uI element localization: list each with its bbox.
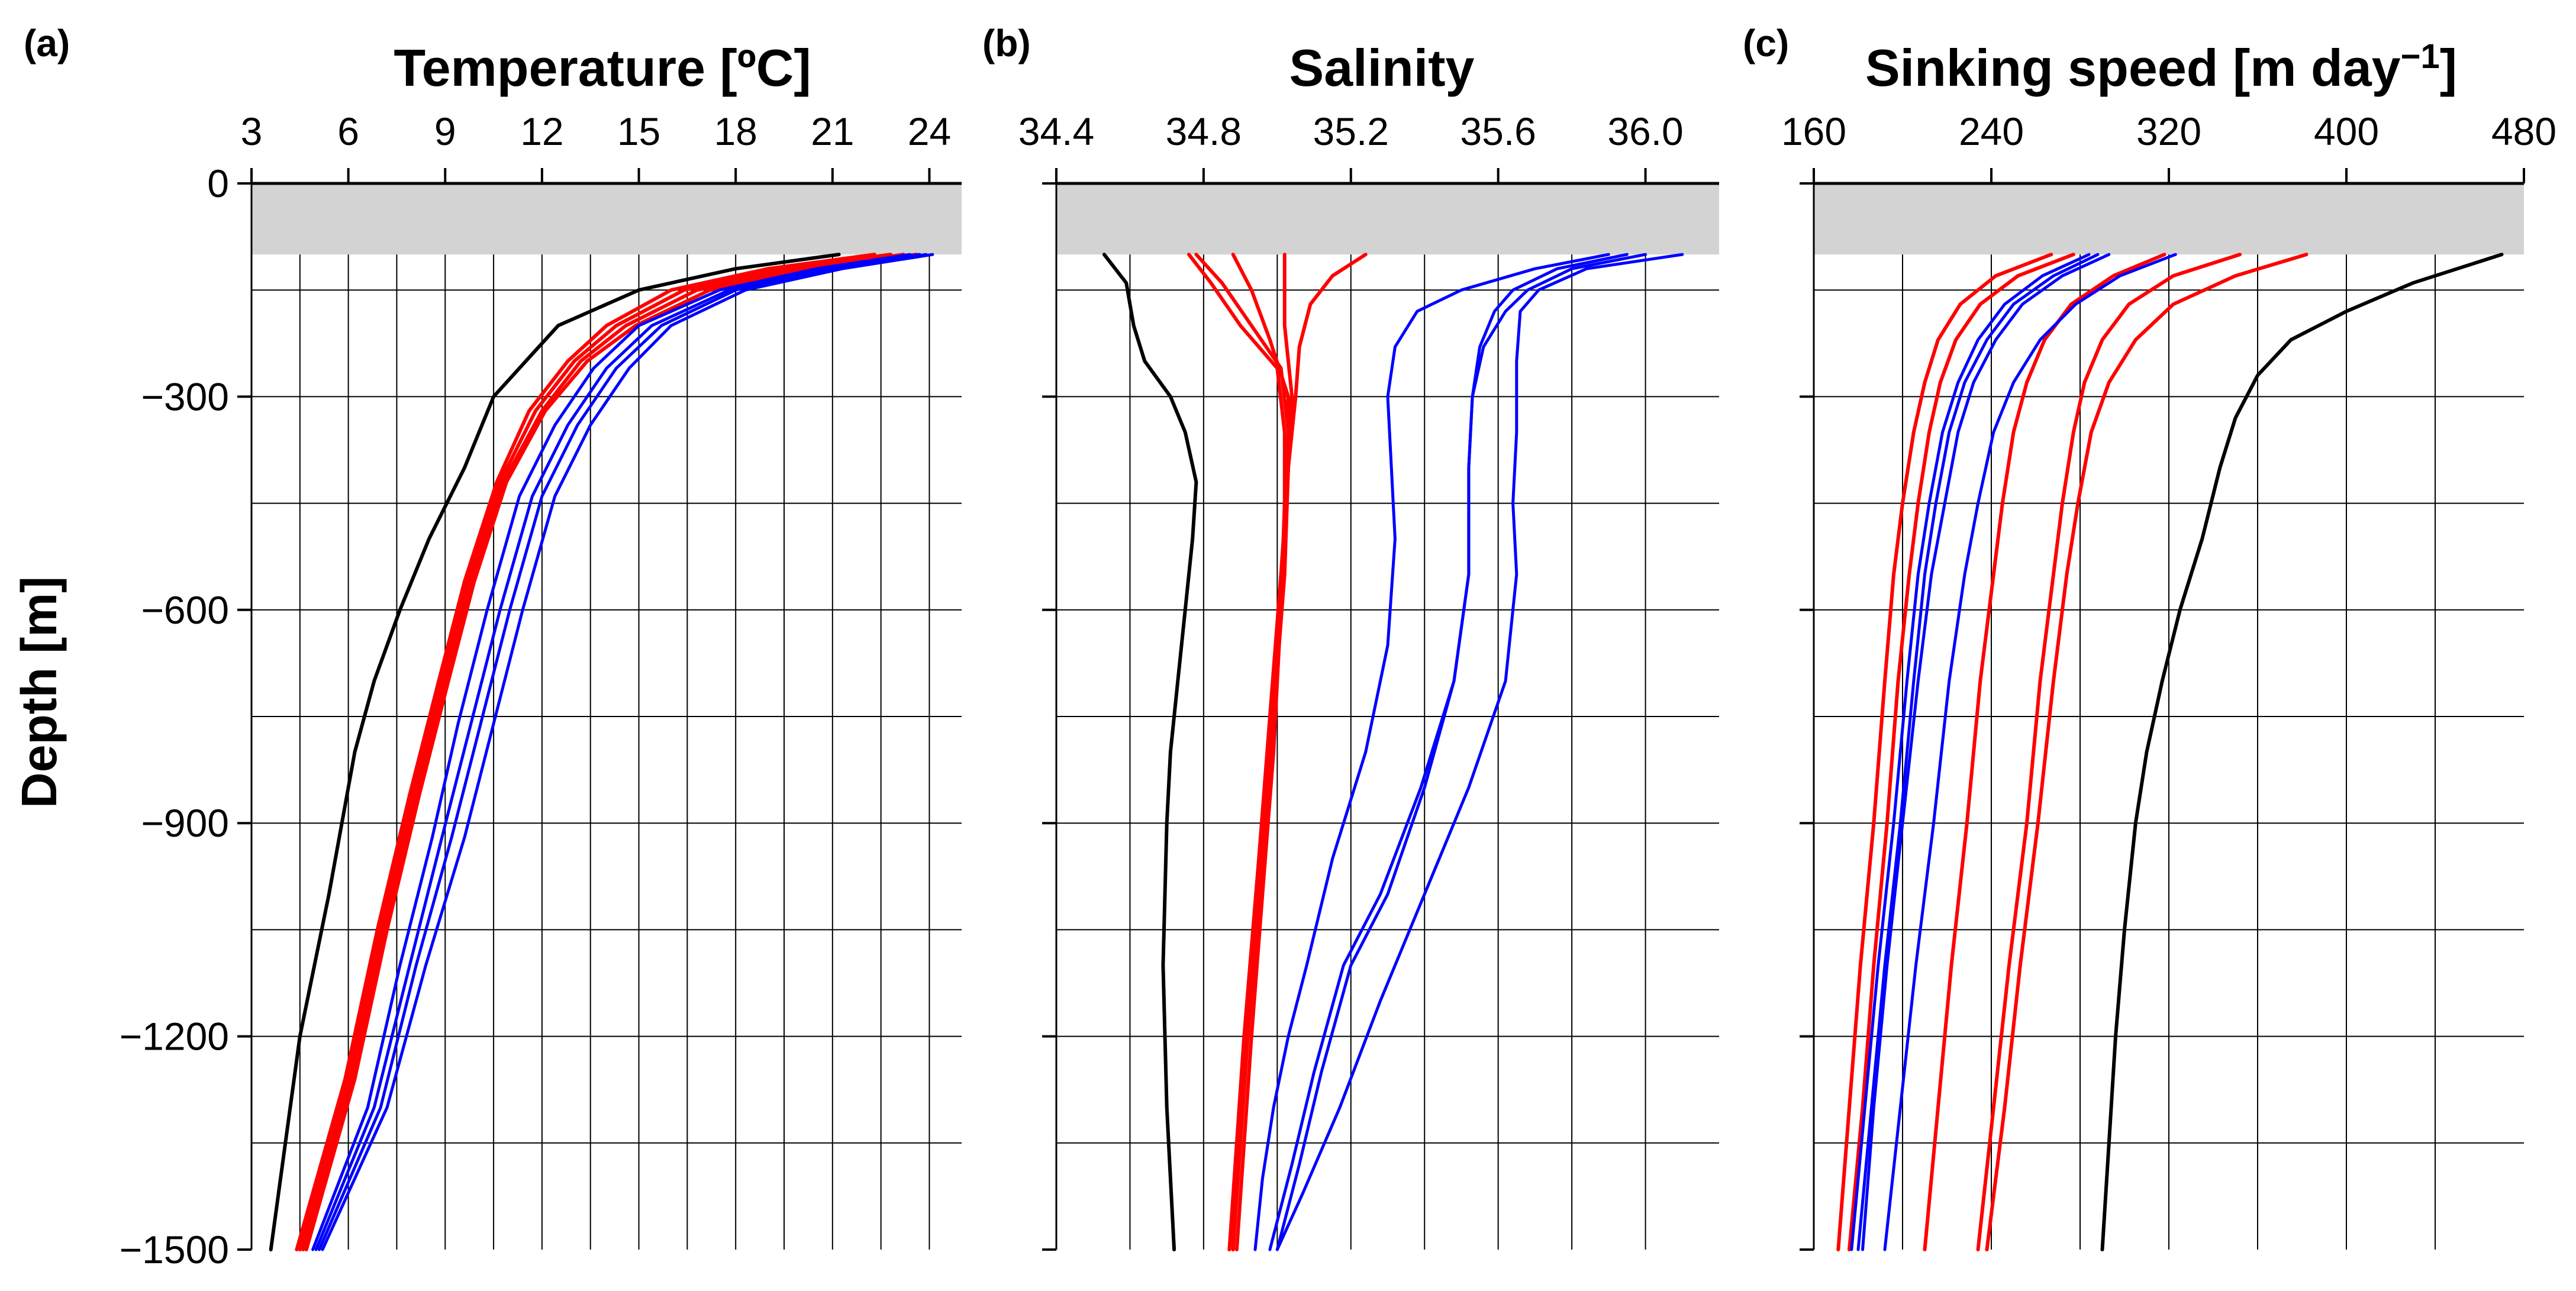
x-tick-label: 6 (337, 109, 359, 153)
panel-c-letter: (c) (1743, 22, 1789, 64)
panel-a-title: Temperature [ºC] (394, 38, 811, 97)
x-tick-label: 35.6 (1460, 109, 1536, 153)
series-line-blue (1253, 253, 1610, 1251)
series-line-blue (1861, 253, 2111, 1251)
series-line-blue (1850, 253, 2091, 1251)
series-line-red (298, 253, 892, 1251)
surface-band (1056, 183, 1719, 255)
x-tick-label: 35.2 (1313, 109, 1389, 153)
series-line-blue (1856, 253, 2100, 1251)
y-tick-label: −1500 (120, 1228, 229, 1271)
panel-sinking-speed: (c) Sinking speed [m day−1] 160 240 320 400… (1743, 22, 2556, 1251)
series-line-red (1227, 253, 1294, 1251)
x-tick-label: 320 (2136, 109, 2201, 153)
panel-c-title-end: ] (2440, 38, 2457, 97)
surface-band (252, 183, 962, 255)
panel-a-letter: (a) (24, 22, 70, 64)
series-line-black (269, 253, 841, 1251)
x-tick-label: 400 (2314, 109, 2379, 153)
y-axis-title: Depth [m] (11, 576, 67, 808)
x-tick-label: 160 (1781, 109, 1846, 153)
series-line-blue (1275, 253, 1629, 1251)
series-line-blue (321, 253, 934, 1251)
series-line-black (1102, 253, 1198, 1251)
y-tick-label: −600 (141, 588, 229, 632)
panel-temperature: (a) Temperature [ºC] 3 6 9 12 15 18 21 24 0 −300 −… (24, 22, 962, 1271)
x-tick-label: 9 (434, 109, 456, 153)
series-line-blue (314, 253, 921, 1251)
x-tick-label: 480 (2491, 109, 2556, 153)
panel-b-letter: (b) (982, 22, 1031, 64)
series-line-red (1985, 253, 2309, 1251)
x-tick-label: 15 (617, 109, 660, 153)
y-tick-label: 0 (207, 162, 229, 205)
x-tick-label: 3 (241, 109, 263, 153)
series-line-red (295, 253, 876, 1251)
series-line-red (1848, 253, 2075, 1251)
series-line-red (1976, 253, 2242, 1251)
series-line-blue (311, 253, 912, 1251)
x-tick-label: 21 (811, 109, 854, 153)
panel-b-title: Salinity (1289, 38, 1475, 97)
x-tick-label: 18 (714, 109, 757, 153)
series-line-blue (1275, 253, 1684, 1251)
x-tick-label: 240 (1959, 109, 2024, 153)
panel-c-title-sup: −1 (2401, 37, 2440, 76)
y-tick-label: −1200 (120, 1015, 229, 1058)
series-line-red (1923, 253, 2166, 1251)
series-line-black (2100, 253, 2504, 1251)
series-line-blue (1883, 253, 2177, 1251)
x-tick-label: 34.8 (1166, 109, 1242, 153)
series-line-red (1227, 253, 1368, 1251)
series-line-blue (318, 253, 928, 1251)
series-line-red (1836, 253, 2053, 1251)
y-tick-label: −300 (141, 375, 229, 418)
x-tick-label: 34.4 (1018, 109, 1094, 153)
surface-band (1814, 183, 2524, 255)
series-line-red (301, 253, 905, 1251)
x-tick-label: 36.0 (1607, 109, 1683, 153)
x-tick-label: 24 (908, 109, 951, 153)
series-line-red (304, 253, 918, 1251)
panel-c-title-main: Sinking speed [m day (1865, 38, 2401, 97)
y-tick-label: −900 (141, 801, 229, 845)
x-tick-label: 12 (520, 109, 563, 153)
panel-salinity: (b) Salinity 34.4 34.8 35.2 35.6 36.0 (982, 22, 1719, 1251)
panel-c-title: Sinking speed [m day−1] (1865, 37, 2457, 97)
